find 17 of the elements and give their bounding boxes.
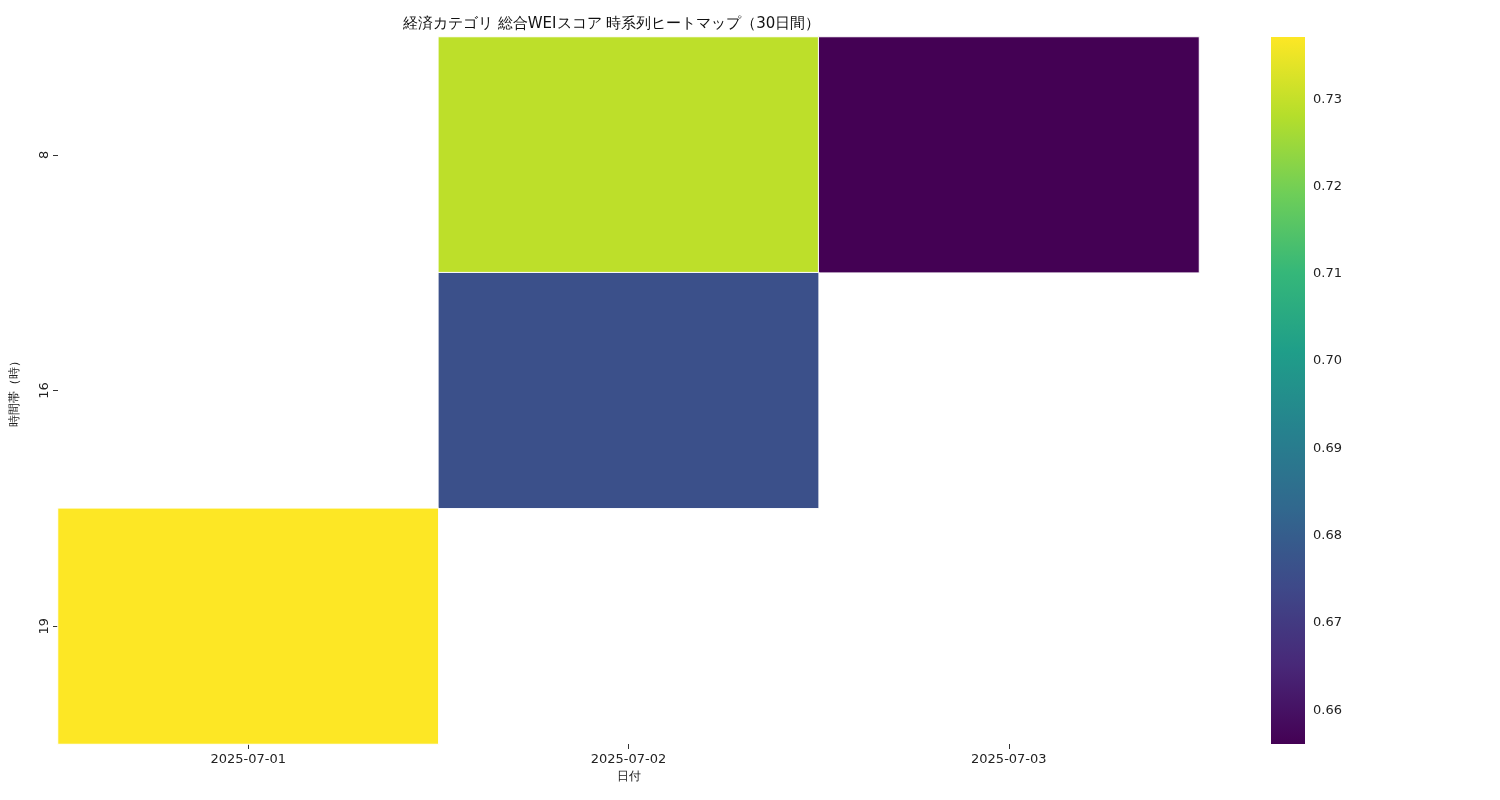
color-bar-label: 0.70 <box>1313 352 1342 368</box>
y-axis-title: 時間帯（時） <box>7 354 21 427</box>
y-tick-label: 16 <box>36 382 51 399</box>
color-bar-label: 0.68 <box>1313 527 1342 543</box>
y-tick-label: 8 <box>36 150 51 159</box>
color-bar-label: 0.71 <box>1313 265 1342 281</box>
color-bar-label: 0.69 <box>1313 439 1342 455</box>
x-tick-label: 2025-07-03 <box>971 751 1047 766</box>
x-tick-label: 2025-07-01 <box>210 751 286 766</box>
color-bar-label: 0.72 <box>1313 177 1342 193</box>
color-bar-label: 0.67 <box>1313 614 1342 630</box>
chart-title: 経済カテゴリ 総合WEIスコア 時系列ヒートマップ（30日間） <box>402 13 821 32</box>
color-bar-label: 0.66 <box>1313 701 1342 717</box>
color-bar-label: 0.73 <box>1313 90 1342 106</box>
x-tick-label: 2025-07-02 <box>590 751 667 766</box>
x-axis-title: 日付 <box>616 769 641 783</box>
y-tick-label: 19 <box>36 617 51 635</box>
